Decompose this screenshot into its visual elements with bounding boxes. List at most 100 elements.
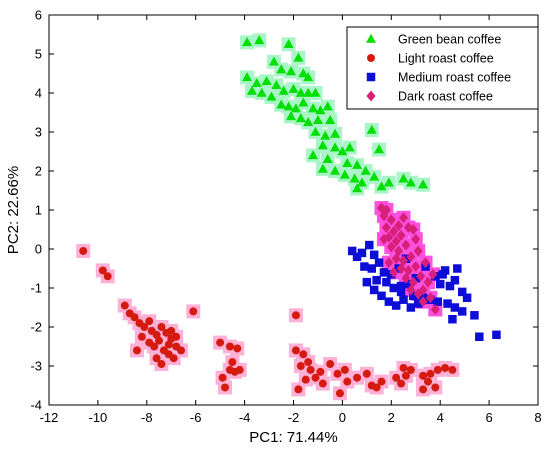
dark-roast-coffee-point bbox=[416, 270, 426, 282]
legend-label-green-bean-coffee: Green bean coffee bbox=[398, 33, 501, 47]
green-bean-coffee-point bbox=[325, 115, 336, 125]
light-roast-coffee-point bbox=[340, 365, 349, 374]
light-roast-coffee-point bbox=[431, 383, 440, 392]
green-bean-coffee-point bbox=[303, 87, 314, 97]
y-tick-label: -2 bbox=[30, 320, 42, 335]
light-roast-coffee-point bbox=[155, 336, 164, 345]
dark-roast-coffee-point bbox=[381, 222, 391, 234]
light-roast-coffee-point bbox=[304, 358, 313, 367]
light-roast-coffee-point bbox=[326, 360, 335, 369]
medium-roast-coffee-point bbox=[369, 285, 379, 295]
light-roast-coffee-point bbox=[362, 369, 371, 378]
dark-roast-coffee-point bbox=[389, 225, 399, 237]
green-bean-coffee-point bbox=[295, 87, 306, 97]
y-axis-title: PC2: 22.66% bbox=[5, 166, 22, 254]
legend-marker-medium-roast-coffee bbox=[366, 72, 376, 82]
medium-roast-coffee-point bbox=[372, 275, 381, 285]
x-tick-label: -12 bbox=[40, 410, 59, 425]
dark-roast-coffee-point bbox=[423, 276, 433, 288]
x-tick-label: -4 bbox=[239, 410, 251, 425]
light-roast-coffee-point bbox=[397, 379, 406, 388]
medium-roast-coffee-point bbox=[391, 301, 401, 310]
light-roast-coffee-point bbox=[441, 363, 450, 372]
legend-box bbox=[346, 26, 539, 110]
medium-roast-coffee-point bbox=[382, 277, 391, 287]
y-tick-label: 5 bbox=[35, 47, 42, 62]
legend-label-dark-roast-coffee: Dark roast coffee bbox=[398, 90, 493, 104]
light-roast-coffee-point bbox=[291, 311, 300, 320]
y-tick-label: 1 bbox=[35, 203, 42, 218]
green-bean-coffee-point bbox=[286, 111, 297, 121]
green-bean-coffee-point bbox=[256, 87, 267, 97]
x-tick-label: 4 bbox=[437, 410, 444, 425]
light-roast-coffee-point bbox=[448, 365, 457, 374]
green-bean-coffee-point bbox=[310, 126, 321, 136]
light-roast-coffee-point bbox=[218, 373, 227, 382]
medium-roast-coffee-point bbox=[357, 248, 367, 258]
light-roast-coffee-point bbox=[377, 377, 386, 386]
green-bean-coffee-point bbox=[315, 105, 326, 115]
green-bean-coffee-point bbox=[303, 72, 314, 82]
light-roast-coffee-point bbox=[152, 354, 161, 363]
dark-roast-coffee-point bbox=[391, 235, 401, 247]
dark-roast-coffee-point bbox=[396, 263, 406, 274]
green-bean-coffee-point bbox=[322, 154, 333, 164]
legend-label-medium-roast-coffee: Medium roast coffee bbox=[398, 71, 511, 85]
y-tick-label: 0 bbox=[35, 242, 42, 257]
green-bean-coffee-point bbox=[376, 181, 387, 191]
green-bean-coffee-point bbox=[320, 130, 331, 140]
x-tick-label: -10 bbox=[89, 410, 108, 425]
medium-roast-coffee-point bbox=[406, 303, 416, 312]
light-roast-coffee-point bbox=[291, 346, 300, 355]
dark-roast-coffee-point bbox=[379, 233, 389, 245]
legend-label-light-roast-coffee: Light roast coffee bbox=[398, 52, 494, 66]
dark-roast-coffee-point bbox=[401, 272, 411, 284]
light-roast-coffee-point bbox=[103, 272, 112, 281]
x-tick-label: 8 bbox=[534, 410, 541, 425]
green-bean-coffee-point bbox=[298, 68, 309, 78]
x-tick-label: 6 bbox=[485, 410, 492, 425]
light-roast-coffee-point bbox=[79, 246, 88, 255]
medium-roast-coffee-point bbox=[360, 262, 369, 271]
light-roast-coffee-point bbox=[133, 346, 142, 355]
light-roast-coffee-point bbox=[120, 301, 129, 310]
green-bean-coffee-point bbox=[330, 165, 341, 175]
green-bean-coffee-point bbox=[242, 72, 253, 82]
medium-roast-coffee-point bbox=[470, 311, 479, 320]
legend-marker-light-roast-coffee bbox=[367, 54, 375, 62]
medium-roast-coffee-point bbox=[399, 295, 408, 304]
dark-roast-coffee-point bbox=[418, 296, 428, 308]
green-bean-coffee-point bbox=[339, 169, 350, 179]
y-tick-label: 2 bbox=[35, 164, 42, 179]
legend-marker-green-bean-coffee bbox=[366, 33, 376, 43]
green-bean-coffee-point bbox=[298, 97, 309, 107]
dark-roast-coffee-point bbox=[406, 284, 416, 296]
green-bean-coffee-point bbox=[310, 87, 321, 97]
dark-roast-coffee-point bbox=[391, 253, 401, 265]
green-bean-coffee-point bbox=[278, 85, 289, 95]
x-axis-title: PC1: 71.44% bbox=[249, 429, 337, 446]
medium-roast-coffee-point bbox=[379, 268, 389, 277]
dark-roast-coffee-point bbox=[396, 229, 406, 241]
medium-roast-coffee-point bbox=[438, 270, 447, 279]
green-bean-coffee-point bbox=[374, 144, 385, 154]
x-tick-label: -8 bbox=[141, 410, 153, 425]
x-tick-label: -6 bbox=[190, 410, 202, 425]
medium-roast-coffee-point bbox=[369, 250, 379, 260]
legend: Green bean coffee Light roast coffee Mediu… bbox=[346, 26, 539, 110]
light-roast-coffee-point bbox=[333, 369, 342, 378]
light-roast-coffee-point bbox=[423, 377, 432, 386]
light-roast-coffee-point bbox=[353, 373, 362, 382]
green-bean-coffee-point bbox=[352, 183, 363, 193]
light-roast-coffee-point bbox=[189, 307, 198, 316]
light-roast-coffee-point bbox=[221, 383, 230, 392]
light-roast-coffee-point bbox=[167, 326, 176, 335]
light-roast-coffee-point bbox=[311, 373, 320, 382]
green-bean-coffee-point bbox=[276, 64, 287, 74]
light-roast-coffee-point bbox=[225, 342, 234, 351]
light-roast-coffee-point bbox=[228, 358, 237, 367]
light-roast-coffee-point bbox=[130, 313, 139, 322]
green-bean-coffee-point bbox=[271, 79, 282, 89]
light-roast-coffee-point bbox=[399, 363, 408, 372]
